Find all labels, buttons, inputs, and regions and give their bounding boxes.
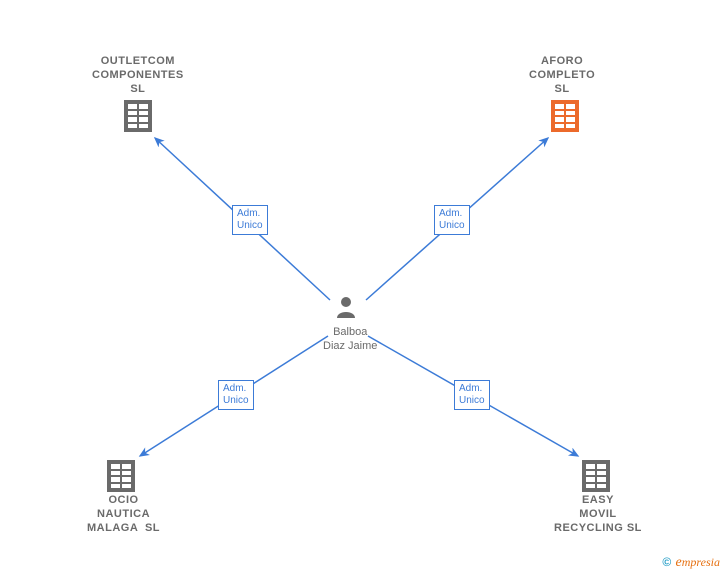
node-label-outletcom: OUTLETCOM COMPONENTES SL: [92, 55, 184, 96]
node-label-aforo: AFORO COMPLETO SL: [529, 55, 595, 96]
building-icon: [124, 100, 152, 132]
center-label: Balboa Diaz Jaime: [323, 326, 377, 354]
person-icon: [336, 296, 356, 323]
edge-label: Adm. Unico: [218, 380, 254, 410]
building-icon: [107, 460, 135, 492]
node-label-easy: EASY MOVIL RECYCLING SL: [554, 494, 642, 535]
edge-label: Adm. Unico: [434, 205, 470, 235]
edge-label: Adm. Unico: [454, 380, 490, 410]
node-label-ocio: OCIO NAUTICA MALAGA SL: [87, 494, 160, 535]
edge-label: Adm. Unico: [232, 205, 268, 235]
footer-brand: © empresia: [662, 555, 720, 571]
building-icon: [582, 460, 610, 492]
brand-text: empresia: [675, 555, 720, 569]
copyright-symbol: ©: [662, 555, 671, 569]
building-icon: [551, 100, 579, 132]
